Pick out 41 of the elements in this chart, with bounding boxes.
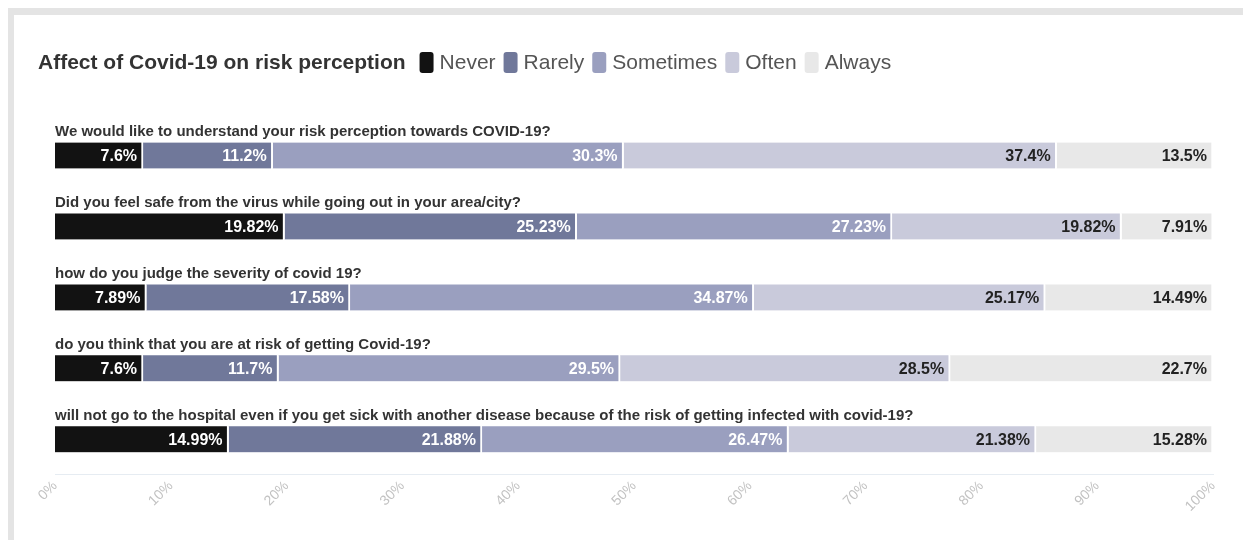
data-label: 11.7% [228, 359, 273, 377]
legend-label: Never [439, 50, 496, 73]
data-label: 28.5% [898, 359, 945, 377]
data-label: 21.38% [975, 430, 1031, 448]
y-tick-label: will not go to the hospital even if you get sick with another disease because of the risk of getting infected with covid-19? [54, 406, 914, 424]
data-label: 21.88% [421, 430, 476, 448]
data-label: 29.5% [568, 359, 615, 377]
data-label: 7.6% [100, 359, 138, 377]
data-label: 34.87% [693, 288, 748, 306]
x-tick-label: 0% [34, 477, 60, 503]
data-label: 13.5% [1161, 146, 1207, 164]
x-tick-label: 40% [491, 477, 524, 509]
data-label: 25.17% [984, 288, 1040, 306]
data-label: 25.23% [516, 217, 571, 235]
y-tick-label: Did you feel safe from the virus while going out in your area/city? [55, 193, 521, 211]
data-label: 11.2% [222, 146, 267, 164]
legend-label: Always [824, 50, 892, 73]
data-label: 7.6% [100, 146, 138, 164]
x-tick-label: 50% [607, 477, 639, 509]
data-label: 17.58% [289, 288, 344, 306]
data-label: 27.23% [831, 217, 886, 235]
data-label: 26.47% [728, 430, 783, 448]
legend-label: Often [745, 50, 797, 73]
data-label: 7.89% [94, 288, 141, 306]
y-tick-label: do you think that you are at risk of getting Covid-19? [55, 335, 431, 353]
data-label: 19.82% [1061, 217, 1116, 235]
chart-title: Affect of Covid-19 on risk perception [38, 50, 406, 73]
legend-label: Rarely [523, 50, 585, 73]
data-label: 19.82% [224, 217, 279, 235]
y-tick-label: We would like to understand your risk perception towards COVID-19? [55, 122, 551, 140]
data-label: 7.91% [1161, 217, 1208, 235]
data-label: 30.3% [572, 146, 618, 164]
data-label: 14.99% [168, 430, 223, 448]
data-label: 22.7% [1161, 359, 1207, 377]
data-label: 14.49% [1152, 288, 1207, 306]
data-label: 37.4% [1005, 146, 1051, 164]
x-tick-label: 70% [839, 477, 871, 509]
y-tick-label: how do you judge the severity of covid 19? [55, 264, 362, 282]
data-label: 15.28% [1152, 430, 1207, 448]
x-tick-label: 90% [1070, 477, 1103, 509]
legend-label: Sometimes [612, 50, 718, 73]
